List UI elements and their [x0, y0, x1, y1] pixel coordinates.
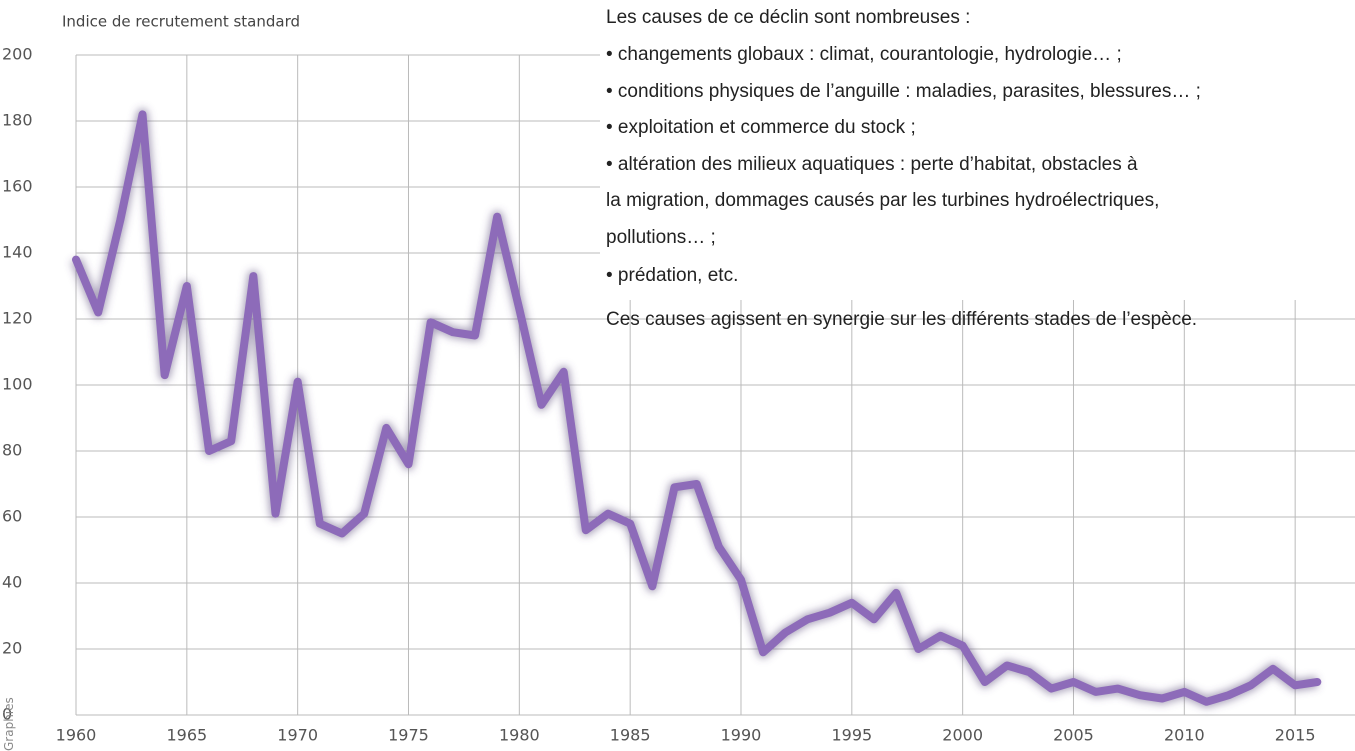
x-tick-label: 2010: [1164, 726, 1205, 745]
x-tick-label: 1995: [831, 726, 872, 745]
text-line: • altération des milieux aquatiques : pe…: [606, 154, 1138, 175]
text-line: pollutions… ;: [606, 227, 716, 248]
axis-title: Indice de recrutement standard: [62, 13, 300, 31]
x-tick-label: 1980: [499, 726, 540, 745]
y-tick-label: 40: [2, 573, 22, 592]
y-tick-label: 0: [2, 705, 12, 724]
text-background: [600, 0, 1355, 300]
text-line: • changements globaux : climat, couranto…: [606, 44, 1122, 65]
y-tick-label: 140: [2, 243, 33, 262]
x-tick-label: 1990: [721, 726, 762, 745]
x-tick-label: 1965: [166, 726, 207, 745]
y-tick-label: 80: [2, 441, 22, 460]
text-line: Ces causes agissent en synergie sur les …: [606, 309, 1197, 330]
y-tick-label: 160: [2, 177, 33, 196]
x-tick-label: 1975: [388, 726, 429, 745]
y-tick-label: 20: [2, 639, 22, 658]
y-tick-label: 60: [2, 507, 22, 526]
x-tick-label: 2015: [1275, 726, 1316, 745]
text-line: la migration, dommages causés par les tu…: [606, 190, 1159, 211]
x-tick-label: 1985: [610, 726, 651, 745]
text-line: • prédation, etc.: [606, 265, 738, 286]
y-tick-label: 100: [2, 375, 33, 394]
y-tick-label: 200: [2, 45, 33, 64]
credit: Graphies: [2, 697, 16, 751]
x-tick-label: 1960: [56, 726, 97, 745]
x-tick-label: 2000: [942, 726, 983, 745]
y-tick-label: 180: [2, 111, 33, 130]
data-line: [72, 110, 1322, 706]
text-line: • exploitation et commerce du stock ;: [606, 117, 916, 138]
text-line: • conditions physiques de l’anguille : m…: [606, 81, 1201, 102]
marks: [70, 108, 1322, 708]
y-tick-label: 120: [2, 309, 33, 328]
x-tick-label: 1970: [277, 726, 318, 745]
labels: 0 20 40 60 80 100 120 140 160 180 200 1960 1965 1970 1…: [2, 45, 1316, 745]
text-line: Les causes de ce déclin sont nombreuses …: [606, 7, 970, 28]
x-tick-label: 2005: [1053, 726, 1094, 745]
